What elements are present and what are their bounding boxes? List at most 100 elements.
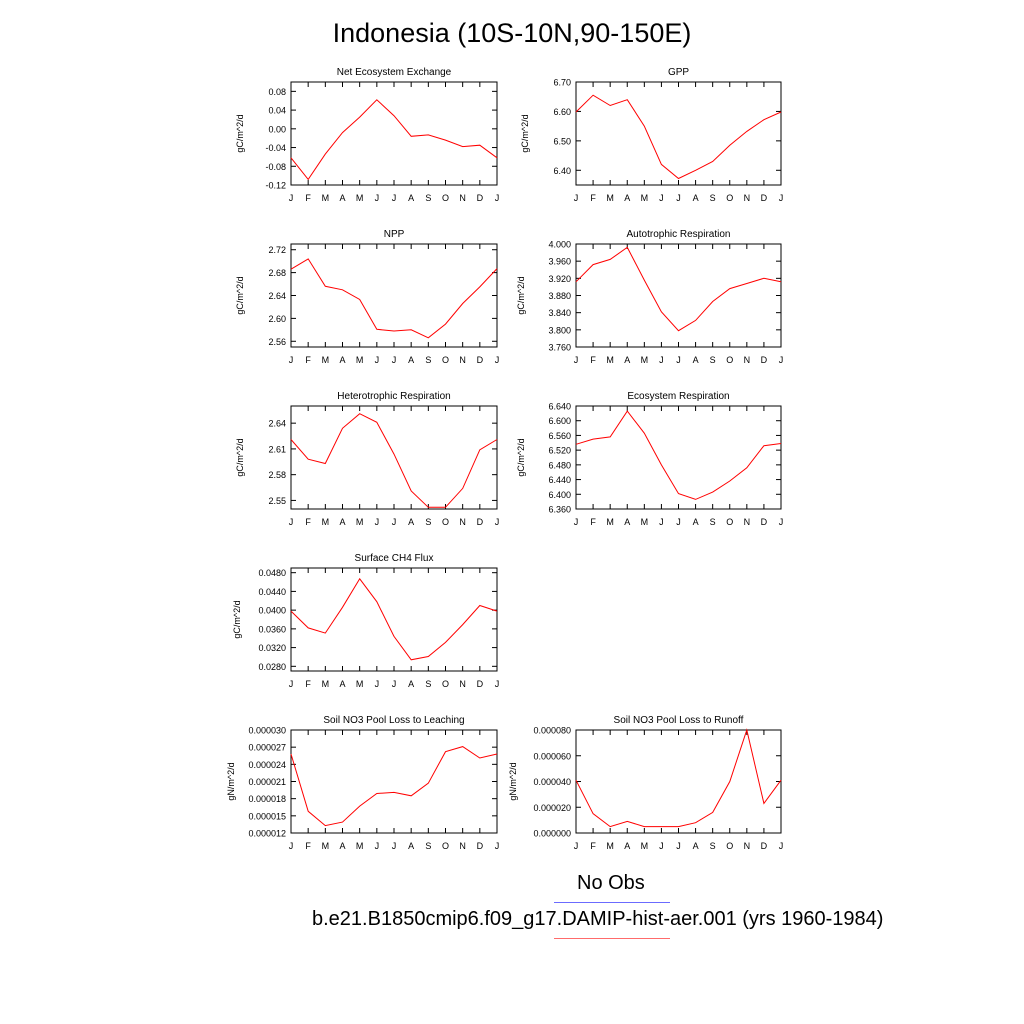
y-tick-label: 0.000000 xyxy=(533,829,571,839)
x-tick-label: M xyxy=(356,193,364,203)
y-tick-label: 2.64 xyxy=(268,291,286,301)
x-tick-label: D xyxy=(761,355,768,365)
y-tick-label: 0.000015 xyxy=(248,811,286,821)
x-tick-label: N xyxy=(744,355,751,365)
y-axis-label: gC/m^2/d xyxy=(235,114,245,152)
x-tick-label: S xyxy=(425,193,431,203)
x-tick-label: D xyxy=(477,193,484,203)
x-tick-label: J xyxy=(659,193,664,203)
x-tick-label: A xyxy=(339,193,345,203)
y-axis-label: gN/m^2/d xyxy=(226,762,236,800)
y-axis-label: gC/m^2/d xyxy=(516,276,526,314)
x-tick-label: A xyxy=(624,193,630,203)
y-tick-label: 0.0480 xyxy=(258,568,286,578)
x-tick-label: M xyxy=(356,517,364,527)
page-title: Indonesia (10S-10N,90-150E) xyxy=(332,18,692,48)
y-tick-label: 6.70 xyxy=(553,78,571,88)
x-tick-label: S xyxy=(710,517,716,527)
y-tick-label: 0.000030 xyxy=(248,726,286,736)
x-tick-label: F xyxy=(305,193,311,203)
x-tick-label: M xyxy=(606,841,614,851)
x-tick-label: J xyxy=(495,193,500,203)
panel-title: Ecosystem Respiration xyxy=(627,391,729,402)
x-tick-label: M xyxy=(356,355,364,365)
x-tick-label: A xyxy=(408,841,414,851)
x-tick-label: N xyxy=(459,679,466,689)
x-tick-label: O xyxy=(442,841,449,851)
y-tick-label: 0.000080 xyxy=(533,726,571,736)
chart-panel-8: J F M A M J J A S O N D J0.0000120.0000150.0000180.0… xyxy=(226,715,499,851)
plot-frame xyxy=(290,243,498,348)
x-tick-label: O xyxy=(442,355,449,365)
y-tick-label: 2.56 xyxy=(268,337,286,347)
x-tick-label: J xyxy=(574,841,579,851)
y-axis-label: gN/m^2/d xyxy=(508,762,518,800)
y-tick-label: -0.12 xyxy=(265,181,286,191)
x-tick-label: J xyxy=(289,517,294,527)
x-tick-label: D xyxy=(761,841,768,851)
x-tick-label: F xyxy=(590,841,596,851)
series-line xyxy=(575,246,782,332)
x-tick-label: D xyxy=(477,517,484,527)
x-tick-label: M xyxy=(322,517,330,527)
x-tick-label: J xyxy=(779,193,784,203)
y-tick-label: 0.000027 xyxy=(248,743,286,753)
series-line xyxy=(290,746,498,827)
x-tick-label: S xyxy=(710,841,716,851)
x-tick-label: M xyxy=(356,679,364,689)
legend-obs-label: No Obs xyxy=(577,872,645,894)
x-tick-label: M xyxy=(641,841,649,851)
x-tick-label: S xyxy=(425,355,431,365)
x-tick-label: A xyxy=(339,517,345,527)
x-tick-label: J xyxy=(676,355,681,365)
x-tick-label: J xyxy=(659,841,664,851)
x-tick-label: O xyxy=(442,517,449,527)
y-tick-label: 6.520 xyxy=(548,446,571,456)
x-tick-label: J xyxy=(676,193,681,203)
y-tick-label: 0.000040 xyxy=(533,777,571,787)
y-tick-label: 6.50 xyxy=(553,136,571,146)
panel-title: Net Ecosystem Exchange xyxy=(337,67,452,78)
x-tick-label: J xyxy=(779,841,784,851)
x-tick-label: M xyxy=(322,679,330,689)
x-tick-label: D xyxy=(761,517,768,527)
x-tick-label: F xyxy=(305,517,311,527)
x-tick-label: M xyxy=(356,841,364,851)
x-tick-label: N xyxy=(459,193,466,203)
x-tick-label: O xyxy=(442,193,449,203)
y-tick-label: 3.920 xyxy=(548,274,571,284)
y-tick-label: 0.04 xyxy=(268,106,286,116)
x-tick-label: N xyxy=(459,841,466,851)
x-tick-label: F xyxy=(305,355,311,365)
y-tick-label: 6.360 xyxy=(548,505,571,515)
y-axis-label: gC/m^2/d xyxy=(235,276,245,314)
chart-panel-3: J F M A M J J A S O N D J2.562.602.642.682.72NPPgC/m… xyxy=(235,229,499,365)
y-tick-label: 2.60 xyxy=(268,314,286,324)
series-line xyxy=(290,413,498,508)
y-axis-label: gC/m^2/d xyxy=(235,438,245,476)
x-tick-label: O xyxy=(726,355,733,365)
x-tick-label: A xyxy=(624,517,630,527)
y-tick-label: 0.000060 xyxy=(533,751,571,761)
x-tick-label: A xyxy=(339,355,345,365)
y-tick-label: 0.0400 xyxy=(258,606,286,616)
x-tick-label: J xyxy=(574,193,579,203)
y-tick-label: 2.64 xyxy=(268,419,286,429)
x-tick-label: N xyxy=(459,355,466,365)
x-tick-label: J xyxy=(495,517,500,527)
x-tick-label: D xyxy=(761,193,768,203)
y-tick-label: -0.04 xyxy=(265,143,286,153)
x-tick-label: A xyxy=(693,517,699,527)
x-tick-label: J xyxy=(392,841,397,851)
x-tick-label: F xyxy=(590,193,596,203)
x-tick-label: O xyxy=(726,841,733,851)
x-tick-label: D xyxy=(477,355,484,365)
x-tick-label: N xyxy=(744,517,751,527)
x-tick-label: S xyxy=(710,193,716,203)
x-tick-label: F xyxy=(590,517,596,527)
y-tick-label: 6.640 xyxy=(548,402,571,412)
x-tick-label: M xyxy=(322,193,330,203)
x-tick-label: J xyxy=(779,517,784,527)
chart-panel-5: J F M A M J J A S O N D J2.552.582.612.64Heterotroph… xyxy=(235,391,499,527)
